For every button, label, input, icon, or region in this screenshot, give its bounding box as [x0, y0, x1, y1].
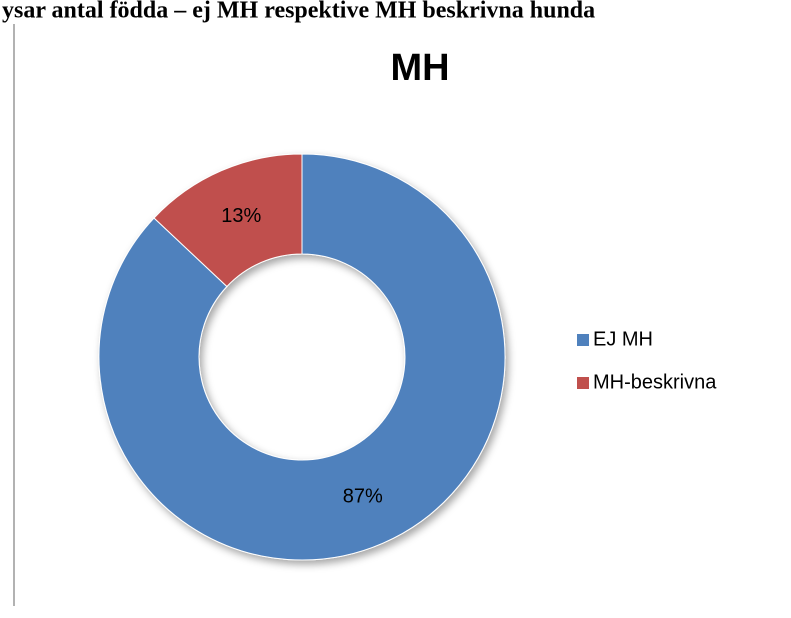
chart-title: MH: [390, 47, 449, 89]
donut: [98, 153, 506, 561]
legend-label: MH-beskrivna: [593, 371, 717, 393]
legend-label: EJ MH: [593, 328, 653, 350]
page-caption: ysar antal födda – ej MH respektive MH b…: [2, 0, 595, 24]
donut-segment: [153, 153, 303, 288]
donut-segment: [98, 153, 506, 561]
data-label: 13%: [221, 205, 261, 227]
legend-swatch: [577, 377, 589, 389]
legend-swatch: [577, 334, 589, 346]
data-label: 87%: [343, 486, 383, 508]
